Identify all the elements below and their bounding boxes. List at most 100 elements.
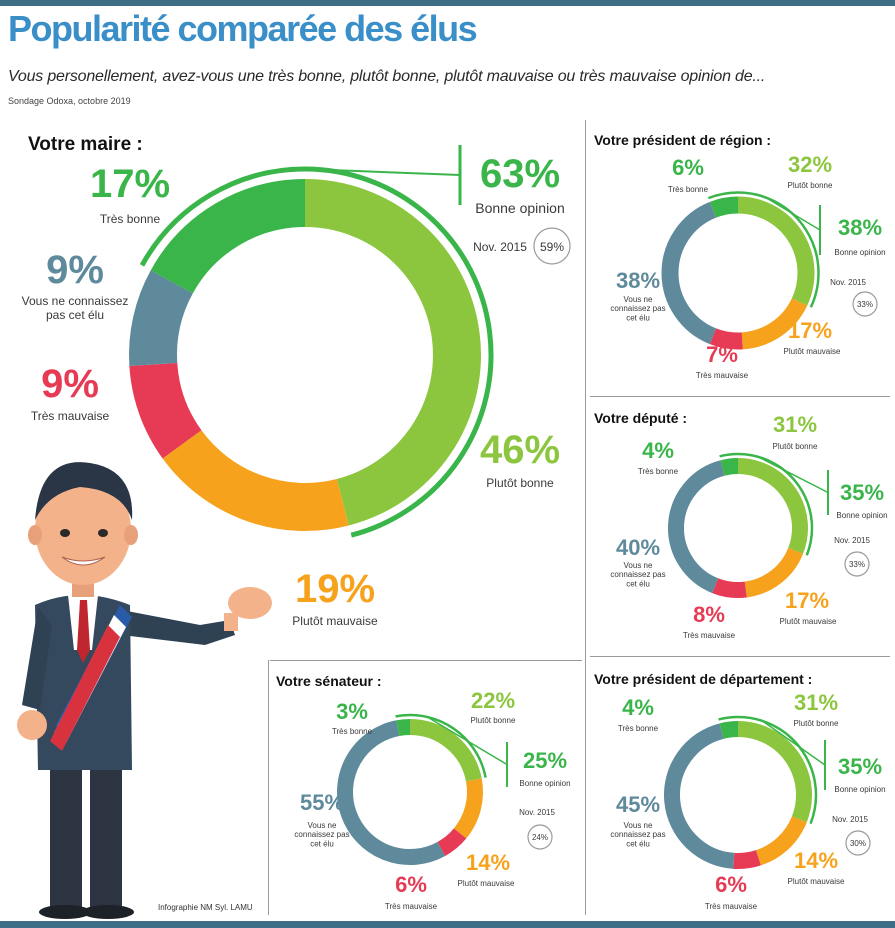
bonne-opinion-label: Bonne opinion [836,511,887,520]
slice-plutot-mauvaise [744,547,804,598]
source-note: Sondage Odoxa, octobre 2019 [8,96,131,106]
bonne-opinion-arc [139,166,494,538]
pct-tres-mauvaise: 6% [395,872,427,897]
nov-2015-value: 33% [857,300,873,309]
pct-tres-mauvaise: 8% [693,602,725,627]
pct-ne-connait-pas: 40% [616,535,660,560]
pct-tres-mauvaise: 9% [41,362,99,406]
bonne-opinion-leader [304,168,461,176]
slice-tres-bonne [720,458,739,476]
slice-tres-mauvaise [437,828,467,856]
nov-2015-label: Nov. 2015 [519,808,555,817]
label-plutot-bonne: Plutôt bonne [471,716,516,725]
pct-ne-connait-pas: 55% [300,790,344,815]
slice-tres-mauvaise [712,578,747,598]
bonne-opinion-arc [395,713,487,778]
divider-right-1 [590,396,890,397]
slice-plutot-bonne [737,458,808,554]
bonne-opinion-leader [758,456,829,494]
slice-ne-connait-pas [337,720,446,865]
label-tres-bonne: Très bonne [332,727,373,736]
pct-plutot-bonne: 22% [471,688,515,713]
chart-title: Votre député : [594,410,687,426]
label-tres-mauvaise: Très mauvaise [385,902,438,911]
nov-2015-label: Nov. 2015 [473,240,527,254]
slice-plutot-mauvaise [453,778,483,839]
chart-president-region: Votre président de région : 38% Bonne opin… [590,120,890,395]
label-plutot-mauvaise: Plutôt mauvaise [458,879,515,888]
label-plutot-bonne: Plutôt bonne [794,719,839,728]
chart-title: Votre sénateur : [276,673,382,689]
divider-senateur-left [268,660,269,915]
donut-svg: Votre sénateur : 25% Bonne opinion Nov. 201… [276,673,571,911]
divider-right-2 [590,656,890,657]
bonne-opinion-arc [719,452,814,556]
label-ne-connait-pas: Vous ne connaissez pas cet élu [610,821,665,848]
slice-plutot-mauvaise [162,429,349,531]
pct-plutot-mauvaise: 14% [466,850,510,875]
top-bar [0,0,895,6]
label-plutot-bonne: Plutôt bonne [773,442,818,451]
label-plutot-mauvaise: Plutôt mauvaise [788,877,845,886]
slice-tres-bonne [150,179,306,294]
nov-2015-circle [852,291,878,317]
donut-svg: Votre député : 35% Bonne opinion Nov. 2015 3… [594,410,888,640]
slice-plutot-bonne [737,196,815,306]
slice-ne-connait-pas [661,201,717,345]
chart-senateur: Votre sénateur : 25% Bonne opinion Nov. 201… [270,662,582,917]
chart-title: Votre président de région : [594,132,771,148]
bonne-opinion-value: 35% [838,754,882,779]
mayor-illustration [17,462,272,919]
slice-plutot-mauvaise [741,298,808,350]
nov-2015-circle [844,551,870,577]
bonne-opinion-leader [761,720,826,766]
slice-plutot-bonne [737,721,812,823]
bonne-opinion-label: Bonne opinion [834,785,885,794]
slice-ne-connait-pas [129,270,194,367]
label-tres-bonne: Très bonne [638,467,679,476]
pct-ne-connait-pas: 45% [616,792,660,817]
slice-tres-mauvaise [709,328,743,350]
pct-plutot-bonne: 31% [794,690,838,715]
bonne-opinion-leader [765,196,821,231]
bonne-opinion-arc [718,715,818,825]
label-ne-connait-pas: Vous ne connaissez pas cet élu [610,561,665,588]
nov-2015-value: 30% [850,839,866,848]
label-tres-mauvaise: Très mauvaise [31,409,110,423]
bonne-opinion-label: Bonne opinion [475,200,565,216]
chart-title: Votre maire : [28,134,143,155]
bonne-opinion-value: 38% [838,215,882,240]
pct-plutot-bonne: 32% [788,152,832,177]
slice-plutot-mauvaise [755,816,807,866]
label-ne-connait-pas: Vous ne connaissez pas cet élu [610,295,665,322]
pct-tres-bonne: 4% [642,438,674,463]
bonne-opinion-arc [707,191,820,308]
label-ne-connait-pas: Vous ne connaissez pas cet élu [22,294,129,322]
pct-plutot-mauvaise: 14% [794,848,838,873]
chart-title: Votre président de département : [594,671,812,687]
bonne-opinion-label: Bonne opinion [834,248,885,257]
pct-plutot-bonne: 46% [480,428,560,472]
label-tres-bonne: Très bonne [668,185,709,194]
pct-tres-mauvaise: 6% [715,872,747,897]
slice-ne-connait-pas [668,460,725,594]
slice-tres-bonne [719,720,739,739]
label-tres-bonne: Très bonne [618,724,659,733]
nov-2015-value: 24% [532,833,548,842]
slice-tres-bonne [396,718,411,737]
slice-tres-mauvaise [733,850,761,869]
donut-svg: Votre maire : 63% Bonne opinion Nov. 2015 59… [22,134,571,628]
pct-plutot-bonne: 31% [773,412,817,437]
nov-2015-circle [527,824,553,850]
pct-tres-bonne: 6% [672,155,704,180]
pct-tres-bonne: 3% [336,699,368,724]
divider-vertical-right [585,120,586,915]
label-plutot-mauvaise: Plutôt mauvaise [780,617,837,626]
slice-ne-connait-pas [664,723,735,869]
label-tres-bonne: Très bonne [100,212,161,226]
nov-2015-label: Nov. 2015 [834,536,870,545]
nov-2015-circle [533,227,571,265]
pct-tres-mauvaise: 7% [706,342,738,367]
pct-plutot-mauvaise: 17% [788,318,832,343]
label-tres-mauvaise: Très mauvaise [705,902,758,911]
